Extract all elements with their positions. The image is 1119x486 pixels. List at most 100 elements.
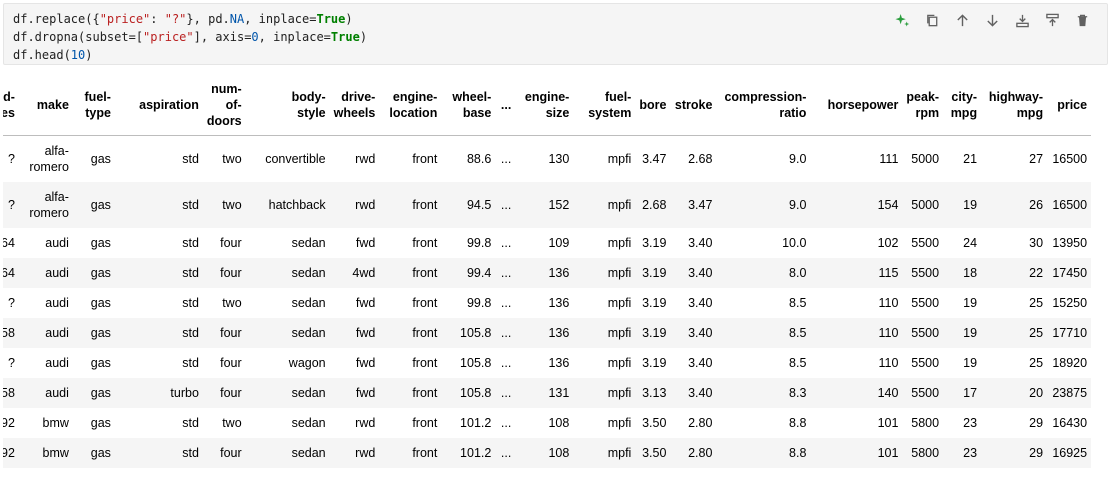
table-cell: 88.6 bbox=[441, 135, 496, 182]
table-cell: ... bbox=[495, 258, 516, 288]
table-cell: 130 bbox=[515, 135, 574, 182]
table-cell: 25 bbox=[981, 288, 1048, 318]
table-row: 92 bmw gas std two sedan rwd front 101.2... 108 mp… bbox=[3, 408, 1092, 438]
table-cell: 19 bbox=[943, 182, 982, 228]
table-cell: 5800 bbox=[902, 408, 944, 438]
table-cell: 101 bbox=[810, 408, 903, 438]
table-cell: 8.5 bbox=[716, 348, 811, 378]
table-cell: bmw bbox=[18, 408, 73, 438]
insert-above-icon[interactable] bbox=[1007, 10, 1037, 30]
table-cell: 64 bbox=[3, 258, 19, 288]
table-cell: 3.19 bbox=[635, 258, 671, 288]
column-header: compression-ratio bbox=[716, 75, 811, 136]
table-cell: rwd bbox=[329, 438, 380, 468]
table-cell: ... bbox=[495, 348, 516, 378]
table-cell: 26 bbox=[981, 182, 1048, 228]
table-cell: fwd bbox=[329, 228, 380, 258]
table-cell: bmw bbox=[18, 438, 73, 468]
table-cell: front bbox=[379, 408, 442, 438]
table-cell: 13950 bbox=[1047, 228, 1092, 258]
table-cell: sedan bbox=[245, 258, 330, 288]
table-cell: audi bbox=[18, 228, 73, 258]
table-cell: front bbox=[379, 258, 442, 288]
table-cell: mpfi bbox=[573, 318, 636, 348]
column-header: fuel-system bbox=[573, 75, 636, 136]
table-cell: gas bbox=[72, 135, 115, 182]
copy-icon[interactable] bbox=[917, 10, 947, 30]
table-cell: gas bbox=[72, 318, 115, 348]
table-cell: audi bbox=[18, 318, 73, 348]
table-cell: 3.40 bbox=[670, 348, 717, 378]
table-cell: 17710 bbox=[1047, 318, 1092, 348]
table-cell: 18 bbox=[943, 258, 982, 288]
move-down-icon[interactable] bbox=[977, 10, 1007, 30]
table-cell: 131 bbox=[515, 378, 574, 408]
table-cell: 99.8 bbox=[441, 228, 496, 258]
table-cell: 5500 bbox=[902, 378, 944, 408]
table-cell: 16925 bbox=[1047, 438, 1092, 468]
table-row: 92 bmw gas std four sedan rwd front 101.2... 108 m… bbox=[3, 438, 1092, 468]
delete-icon[interactable] bbox=[1067, 10, 1097, 30]
table-cell: mpfi bbox=[573, 135, 636, 182]
table-cell: gas bbox=[72, 288, 115, 318]
column-header: num-of-doors bbox=[202, 75, 246, 136]
table-cell: rwd bbox=[329, 182, 380, 228]
table-cell: gas bbox=[72, 348, 115, 378]
table-cell: 22 bbox=[981, 258, 1048, 288]
table-cell: ... bbox=[495, 438, 516, 468]
column-header: stroke bbox=[670, 75, 717, 136]
table-cell: 101.2 bbox=[441, 408, 496, 438]
table-cell: 110 bbox=[810, 288, 903, 318]
column-header: engine-size bbox=[515, 75, 574, 136]
table-cell: 94.5 bbox=[441, 182, 496, 228]
table-cell: front bbox=[379, 348, 442, 378]
table-cell: ... bbox=[495, 408, 516, 438]
table-cell: 136 bbox=[515, 258, 574, 288]
table-cell: std bbox=[114, 318, 203, 348]
table-cell: fwd bbox=[329, 288, 380, 318]
table-cell: mpfi bbox=[573, 378, 636, 408]
table-cell: 152 bbox=[515, 182, 574, 228]
table-cell: mpfi bbox=[573, 182, 636, 228]
table-cell: mpfi bbox=[573, 348, 636, 378]
table-cell: 25 bbox=[981, 348, 1048, 378]
table-cell: std bbox=[114, 438, 203, 468]
table-cell: ? bbox=[3, 348, 19, 378]
table-cell: 5000 bbox=[902, 135, 944, 182]
column-header: horsepower bbox=[810, 75, 903, 136]
table-cell: 5500 bbox=[902, 348, 944, 378]
table-cell: gas bbox=[72, 408, 115, 438]
table-cell: 8.0 bbox=[716, 258, 811, 288]
table-cell: front bbox=[379, 135, 442, 182]
column-header: city-mpg bbox=[943, 75, 982, 136]
table-cell: front bbox=[379, 378, 442, 408]
insert-below-icon[interactable] bbox=[1037, 10, 1067, 30]
table-row: 58 audi gas turbo four sedan fwd front 105.8... 1… bbox=[3, 378, 1092, 408]
column-header: ... bbox=[495, 75, 516, 136]
table-cell: sedan bbox=[245, 378, 330, 408]
table-cell: 3.19 bbox=[635, 318, 671, 348]
table-cell: rwd bbox=[329, 408, 380, 438]
code-editor[interactable]: df.replace({"price": "?"}, pd.NA, inplac… bbox=[13, 10, 367, 64]
table-cell: std bbox=[114, 135, 203, 182]
table-cell: wagon bbox=[245, 348, 330, 378]
table-cell: 29 bbox=[981, 408, 1048, 438]
ai-generate-icon[interactable] bbox=[887, 10, 917, 30]
column-header: fuel-type bbox=[72, 75, 115, 136]
table-cell: std bbox=[114, 408, 203, 438]
table-cell: 16430 bbox=[1047, 408, 1092, 438]
table-cell: 18920 bbox=[1047, 348, 1092, 378]
table-cell: 10.0 bbox=[716, 228, 811, 258]
table-cell: 17450 bbox=[1047, 258, 1092, 288]
table-cell: 23 bbox=[943, 408, 982, 438]
table-cell: ? bbox=[3, 135, 19, 182]
move-up-icon[interactable] bbox=[947, 10, 977, 30]
table-cell: 154 bbox=[810, 182, 903, 228]
table-cell: 4wd bbox=[329, 258, 380, 288]
table-cell: 23 bbox=[943, 438, 982, 468]
table-cell: 140 bbox=[810, 378, 903, 408]
table-cell: fwd bbox=[329, 378, 380, 408]
table-cell: 3.50 bbox=[635, 408, 671, 438]
code-cell[interactable]: df.replace({"price": "?"}, pd.NA, inplac… bbox=[3, 3, 1108, 65]
table-cell: std bbox=[114, 228, 203, 258]
